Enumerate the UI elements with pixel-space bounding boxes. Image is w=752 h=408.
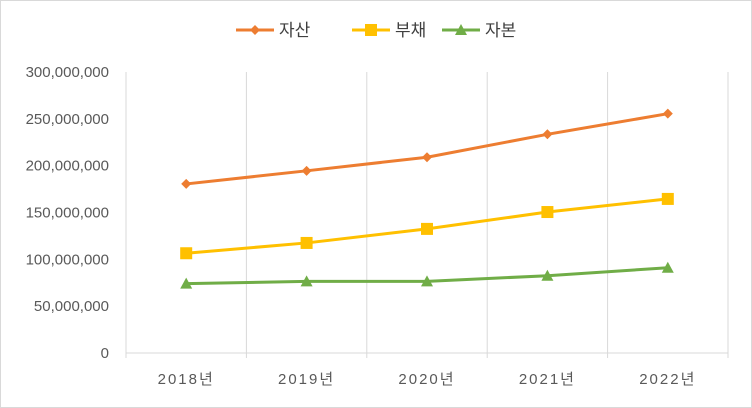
y-tick-label: 200,000,000 — [26, 158, 109, 175]
legend-marker — [365, 24, 377, 36]
x-tick-label: 2022년 — [639, 371, 696, 388]
y-tick-label: 100,000,000 — [26, 251, 109, 268]
y-tick-label: 0 — [101, 345, 109, 362]
data-point — [180, 277, 193, 289]
grid-lines — [245, 72, 729, 353]
legend-marker — [250, 25, 260, 35]
legend-marker — [455, 24, 467, 35]
data-point — [542, 129, 553, 140]
y-tick-label: 250,000,000 — [26, 111, 109, 128]
data-point — [180, 247, 193, 260]
series-line — [184, 112, 670, 186]
x-tick-label: 2019년 — [278, 371, 335, 388]
data-point — [661, 192, 674, 205]
data-point — [421, 275, 433, 287]
legend: 자산 부채 자본 — [236, 21, 516, 41]
y-tick-label: 150,000,000 — [26, 205, 109, 222]
x-tick-label: 2020년 — [398, 371, 455, 388]
y-tick-label: 50,000,000 — [34, 298, 109, 315]
x-tick-labels: 2018년 2019년 2020년 2021년 2022년 — [158, 371, 696, 388]
legend-label: 부채 — [395, 21, 426, 41]
data-point — [541, 206, 554, 219]
data-point — [662, 108, 673, 119]
x-tick-label: 2018년 — [158, 371, 215, 388]
legend-label: 자본 — [485, 21, 516, 41]
x-tick-label: 2021년 — [519, 371, 576, 388]
data-point — [541, 269, 554, 281]
data-point — [181, 178, 192, 189]
data-point — [301, 165, 312, 176]
data-point — [422, 152, 432, 163]
y-tick-label: 300,000,000 — [26, 64, 109, 81]
axes — [125, 72, 729, 358]
legend-label: 자산 — [279, 21, 311, 41]
data-point — [661, 261, 674, 273]
data-point — [421, 222, 433, 235]
series-group — [180, 108, 674, 289]
data-point — [300, 275, 313, 287]
y-tick-labels: 0 50,000,000 100,000,000 150,000,000 200,000… — [26, 64, 109, 362]
data-point — [300, 236, 313, 249]
